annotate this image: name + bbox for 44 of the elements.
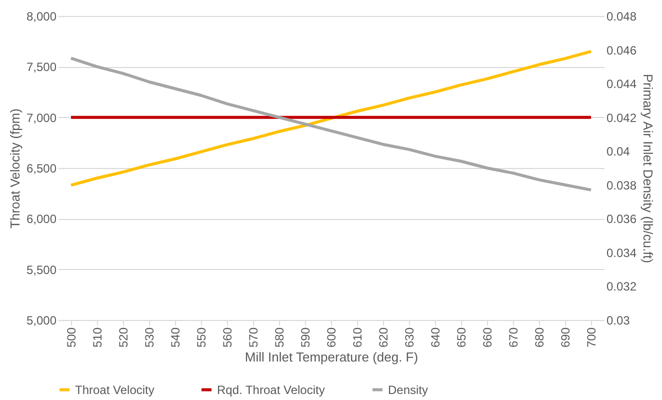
y-tick-label: 7,500 [26,60,57,74]
x-tick-label: 610 [350,327,364,348]
x-tick-label: 630 [402,327,416,348]
x-tick-label: 550 [194,327,208,348]
x-tick-label: 640 [428,327,442,348]
y-tick-label: 5,000 [26,314,57,328]
y2-tick-label: 0.04 [606,144,630,159]
x-tick-label: 530 [142,327,156,348]
y2-tick-label: 0.034 [606,246,637,260]
y2-tick-label: 0.032 [606,280,637,294]
y2-tick-label: 0.038 [606,178,637,192]
x-tick-label: 700 [584,327,598,348]
x-tick-label: 560 [220,327,234,348]
y-tick-label: 6,000 [26,212,57,226]
x-tick-label: 670 [506,327,520,348]
legend-label: Throat Velocity [75,382,154,397]
y2-tick-label: 0.048 [606,10,637,24]
x-tick-label: 620 [376,327,390,348]
y2-tick-label: 0.036 [606,212,637,226]
x-tick-label: 500 [64,327,78,348]
x-tick-label: 600 [324,327,338,348]
x-tick-label: 580 [272,327,286,348]
x-tick-label: 520 [116,327,130,348]
x-tick-label: 590 [298,327,312,348]
legend-label: Rqd. Throat Velocity [217,382,325,397]
y2-tick-label: 0.046 [606,43,637,58]
legend-label: Density [388,382,428,397]
y2-tick-label: 0.044 [606,77,637,92]
x-tick-label: 540 [168,327,182,348]
y-tick-label: 5,500 [26,262,57,277]
x-tick-label: 570 [246,327,260,348]
y-tick-label: 8,000 [26,10,57,24]
x-axis-title: Mill Inlet Temperature (deg. F) [244,350,418,365]
x-tick-label: 690 [558,327,572,348]
y-tick-label: 7,000 [26,110,57,125]
y2-axis-title: Primary Air Inlet Density (lb/cu.ft) [640,74,656,264]
x-tick-label: 680 [532,327,546,348]
y-tick-label: 6,500 [26,162,57,176]
x-tick-label: 650 [454,327,468,348]
y-axis-title: Throat Velocity (fpm) [7,108,22,228]
y2-tick-label: 0.042 [606,110,637,125]
x-tick-label: 510 [90,327,104,348]
y2-tick-label: 0.03 [606,314,630,328]
x-tick-label: 660 [480,327,494,348]
